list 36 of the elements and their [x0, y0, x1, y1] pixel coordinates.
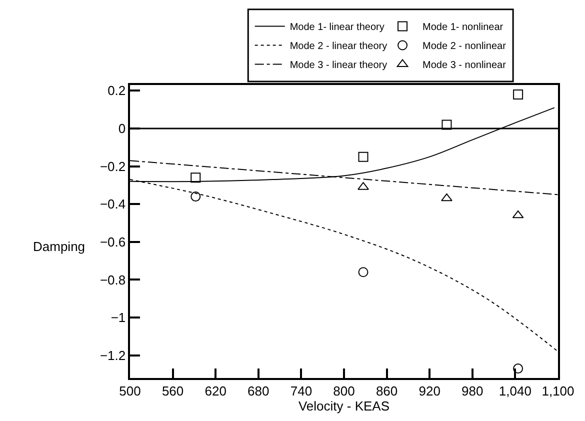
- x-tick-label: 860: [376, 383, 398, 398]
- x-tick-label: 680: [248, 383, 270, 398]
- x-tick-label: 980: [462, 383, 484, 398]
- legend-label: Mode 3 - linear theory: [290, 60, 388, 72]
- x-tick-label: 920: [418, 383, 440, 398]
- y-axis-title: Damping: [33, 239, 86, 254]
- y-tick-label: −0.2: [100, 158, 126, 174]
- y-tick-label: −1.2: [100, 348, 126, 363]
- point: [190, 192, 201, 202]
- point: [513, 364, 524, 374]
- x-tick-label: 740: [290, 383, 312, 398]
- x-tick-label: 500: [119, 383, 141, 398]
- point: [512, 210, 524, 218]
- y-tick-label: 0: [118, 121, 126, 136]
- point: [441, 193, 452, 202]
- legend-label: Mode 2 - linear theory: [290, 41, 388, 52]
- y-tick-label: −0.8: [100, 272, 126, 288]
- x-tick-label: 1,100: [542, 383, 574, 398]
- legend-label: Mode 1- linear theory: [290, 22, 384, 34]
- x-tick-label: 560: [162, 383, 184, 398]
- x-tick-label: 800: [333, 383, 355, 398]
- point: [358, 267, 368, 278]
- y-tick-label: −0.4: [100, 196, 126, 212]
- legend-label: Mode 1- nonlinear: [422, 22, 504, 34]
- legend-label: Mode 3 - nonlinear: [422, 60, 507, 72]
- point: [513, 89, 524, 100]
- y-tick-label: −1: [110, 310, 126, 326]
- point: [190, 172, 201, 183]
- point: [442, 120, 452, 130]
- x-tick-label: 620: [204, 383, 226, 398]
- x-axis-title: Velocity - KEAS: [298, 398, 390, 414]
- y-tick-label: −0.6: [100, 234, 126, 250]
- point: [358, 152, 368, 162]
- legend-label: Mode 2 - nonlinear: [422, 41, 507, 52]
- y-tick-label: 0.2: [108, 83, 126, 98]
- x-tick-label: 1,040: [498, 383, 532, 398]
